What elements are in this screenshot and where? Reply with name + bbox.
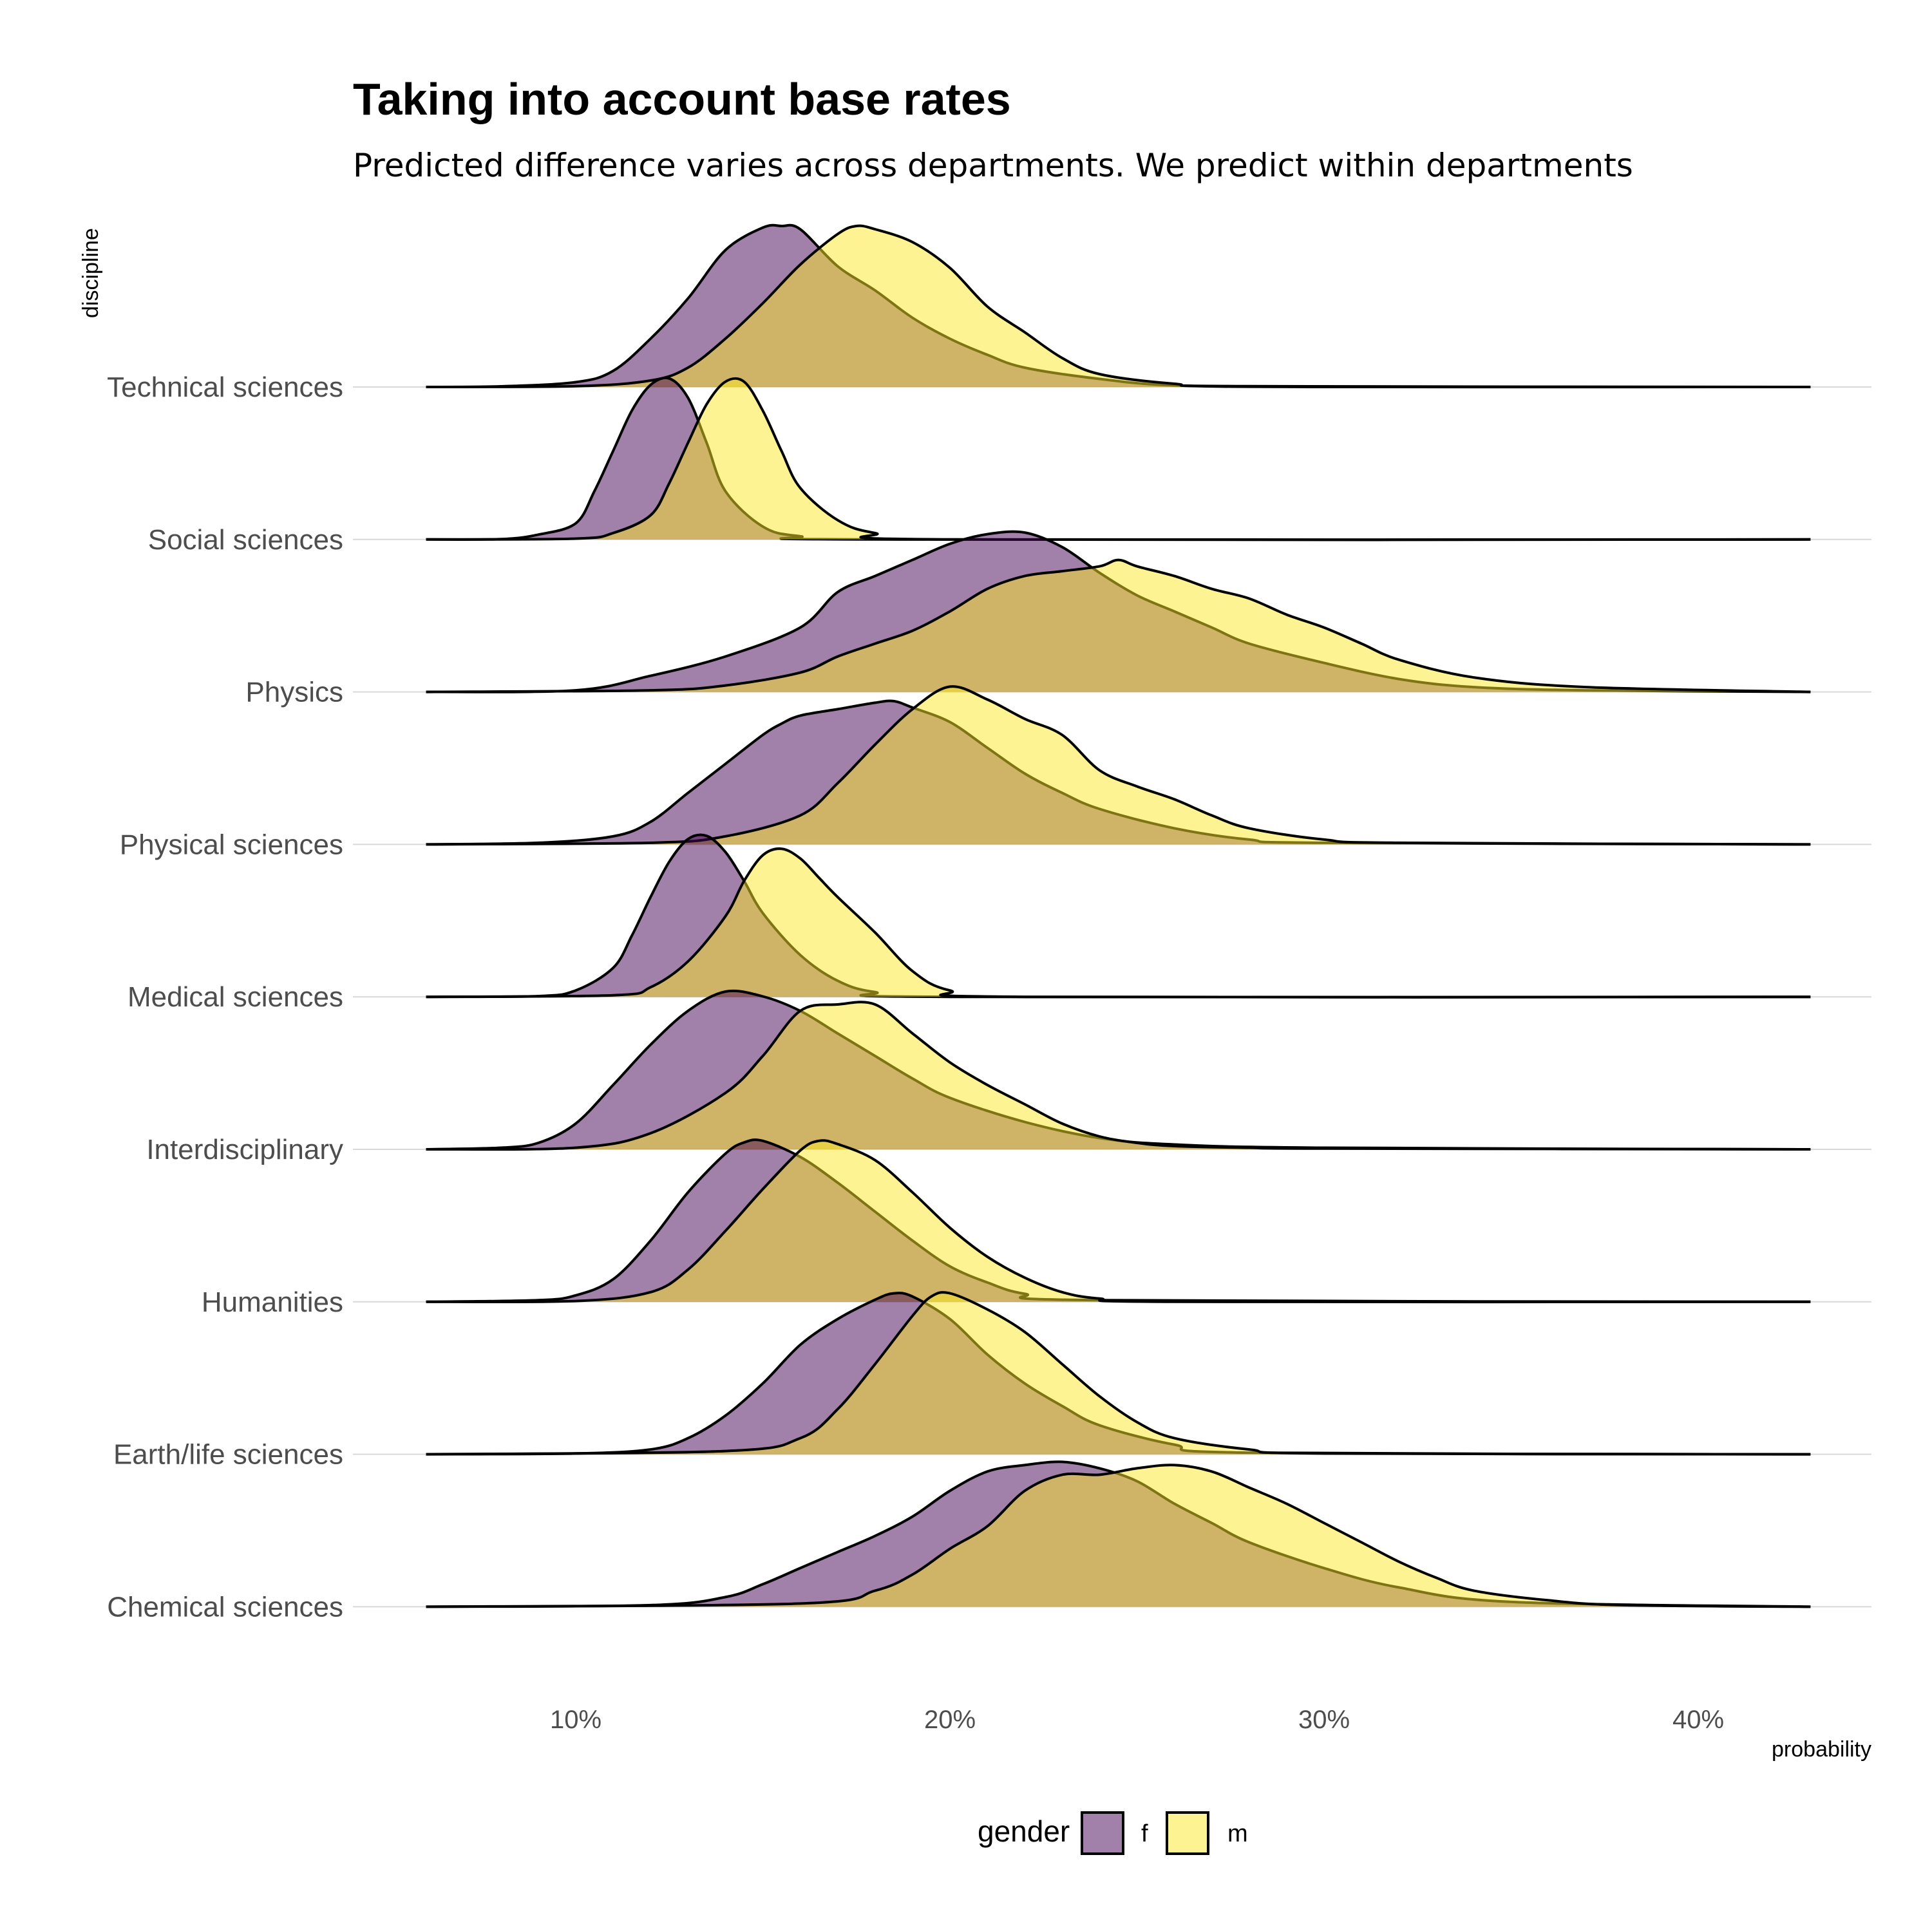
x-tick-30: 30%	[1298, 1706, 1350, 1734]
y-tick-physical-sciences: Physical sciences	[120, 829, 343, 860]
chart-title: Taking into account base rates	[353, 74, 1011, 124]
ridge-fill-earth-life-sciences-f	[426, 1293, 1811, 1455]
ridge-line-chemical-sciences-m	[426, 1464, 1811, 1608]
ridge-line-medical-sciences-m	[426, 847, 1811, 999]
legend-label-f: f	[1141, 1820, 1148, 1847]
x-axis-title: probability	[1772, 1737, 1871, 1762]
ridge-fill-chemical-sciences-m	[426, 1465, 1811, 1607]
ridge-line-physics-m	[426, 558, 1811, 693]
ridge-fill-social-sciences-f	[426, 377, 1811, 540]
ridge-line-earth-life-sciences-m	[426, 1291, 1811, 1456]
ridge-line-physical-sciences-m	[426, 685, 1811, 846]
legend-key-m	[1166, 1811, 1209, 1855]
ridge-fill-medical-sciences-m	[426, 849, 1811, 997]
ridge-fill-physics-m	[426, 560, 1811, 692]
y-tick-technical-sciences: Technical sciences	[107, 372, 343, 403]
legend-label-m: m	[1227, 1820, 1248, 1847]
ridge-fill-earth-life-sciences-m	[426, 1292, 1811, 1455]
x-tick-40: 40%	[1672, 1706, 1724, 1734]
chart-subtitle: Predicted difference varies across depar…	[353, 147, 1633, 184]
y-tick-medical-sciences: Medical sciences	[128, 981, 343, 1013]
ridge-fill-physical-sciences-m	[426, 686, 1811, 845]
ridge-fill-interdisciplinary-m	[426, 1002, 1811, 1150]
y-tick-humanities: Humanities	[202, 1286, 343, 1318]
legend-title: gender	[978, 1814, 1070, 1848]
x-tick-20: 20%	[924, 1706, 976, 1734]
legend-key-f	[1081, 1811, 1124, 1855]
y-tick-interdisciplinary: Interdisciplinary	[146, 1134, 343, 1165]
y-axis-title: discipline	[79, 228, 103, 318]
ridge-line-humanities-m	[426, 1139, 1811, 1304]
legend: gender f m	[978, 1811, 1248, 1855]
y-tick-chemical-sciences: Chemical sciences	[107, 1591, 343, 1623]
x-tick-labels: 10% 20% 30% 40%	[550, 1706, 1724, 1734]
ridge-fill-physical-sciences-f	[426, 701, 1811, 845]
ridge-fill-medical-sciences-f	[426, 834, 1811, 997]
y-tick-social-sciences: Social sciences	[148, 524, 343, 556]
ridge-line-technical-sciences-m	[426, 224, 1811, 388]
y-tick-labels: Technical sciences Social sciences Physics…	[107, 372, 343, 1623]
y-tick-earth-life-sciences: Earth/life sciences	[113, 1439, 343, 1471]
ridge-fill-interdisciplinary-f	[426, 990, 1811, 1149]
ridge-line-interdisciplinary-m	[426, 1001, 1811, 1151]
ridge-fill-technical-sciences-m	[426, 225, 1811, 387]
ridge-fill-social-sciences-m	[426, 378, 1811, 540]
ridge-fill-technical-sciences-f	[426, 225, 1811, 388]
ridge-fill-humanities-f	[426, 1140, 1811, 1302]
x-tick-10: 10%	[550, 1706, 601, 1734]
ridges	[426, 223, 1811, 1608]
y-tick-physics: Physics	[245, 677, 343, 708]
